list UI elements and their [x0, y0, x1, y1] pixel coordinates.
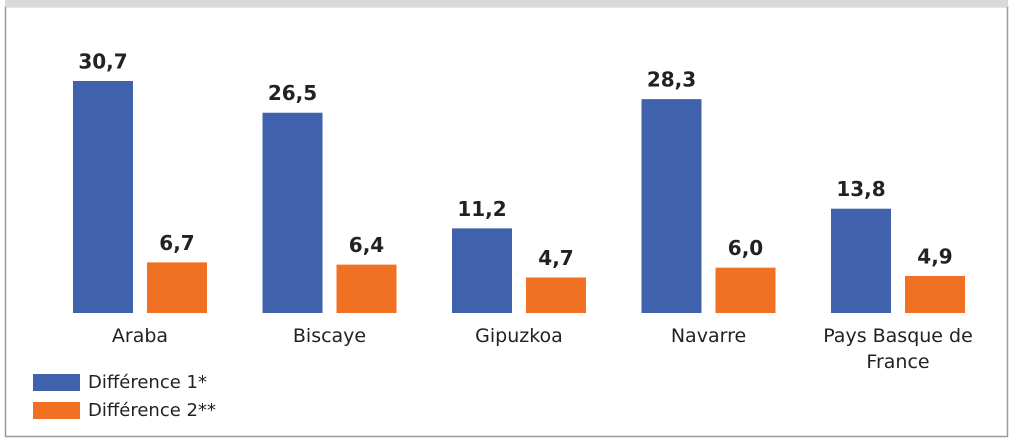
bar	[715, 267, 776, 313]
x-tick-label: Pays Basque de France	[823, 325, 973, 373]
bar	[336, 264, 397, 313]
value-label: 11,2	[457, 197, 506, 221]
value-label: 30,7	[78, 50, 127, 74]
bar	[641, 99, 702, 313]
top-strip	[5, 0, 1008, 7]
value-label: 6,7	[159, 231, 194, 255]
x-tick-label: Araba	[111, 325, 169, 347]
bar	[526, 277, 586, 313]
bar	[905, 275, 965, 313]
value-label: 13,8	[836, 177, 885, 201]
value-label: 26,5	[268, 81, 317, 105]
bar	[73, 81, 133, 313]
bar	[452, 228, 512, 313]
value-label: 6,0	[728, 236, 763, 260]
legend-label: Différence 1*	[88, 372, 207, 393]
x-tick-label: Gipuzkoa	[475, 325, 563, 347]
legend-swatch	[33, 374, 80, 391]
value-label: 4,9	[917, 244, 952, 268]
bar	[262, 112, 323, 313]
x-tick-label: Biscaye	[292, 325, 367, 347]
bar	[831, 208, 891, 313]
value-label: 28,3	[647, 68, 696, 92]
x-tick-label: Navarre	[670, 325, 747, 347]
value-label: 6,4	[349, 233, 384, 257]
bar	[147, 262, 207, 313]
legend-label: Différence 2**	[88, 400, 216, 421]
legend-swatch	[33, 402, 80, 419]
value-label: 4,7	[538, 246, 573, 270]
